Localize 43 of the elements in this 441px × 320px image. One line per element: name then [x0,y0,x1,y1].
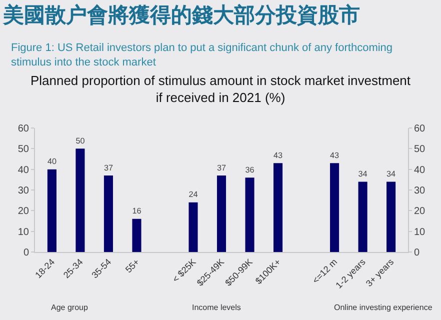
chart-subtitle: Figure 1: US Retail investors plan to put a significant chunk of any forthcoming stimulus into the stock market [11,42,393,68]
y2-tick-label: 40 [414,164,426,176]
text: 美國散户會將獲得的錢大部分投資股市 [2,2,360,27]
chart-title: Planned proportion of stimulus amount in stock market investment if received in 2021 (%) [30,73,411,105]
text: Online investing experience [334,303,433,312]
text: Age group [51,303,88,312]
data-label: 34 [358,170,368,179]
y-tick-label: 50 [18,144,30,156]
data-label: 24 [188,190,198,200]
y2-tick-label: 10 [414,226,426,238]
y-tick-label: 40 [18,164,30,176]
data-label: 40 [47,157,57,166]
y2-tick-label: 20 [414,206,426,218]
y2-tick-label: 30 [414,186,426,196]
bar [216,176,226,252]
y-tick-label: 60 [18,124,30,134]
data-label: 36 [245,165,255,174]
bar [386,182,396,252]
y2-tick-label: 0 [414,248,420,258]
bar [47,169,56,252]
y-tick-label: 0 [23,248,30,258]
bar [188,202,198,252]
data-label: 43 [330,150,340,160]
bar [358,182,368,252]
bar [273,163,283,252]
data-label: 16 [132,206,142,216]
y-tick-label: 30 [18,186,30,196]
bar [104,176,113,252]
y-tick-label: 20 [18,206,30,218]
text: Income levels [192,303,241,312]
x-tick-label: 55+ [123,256,142,275]
data-label: 37 [104,163,114,172]
bar [245,178,254,252]
data-label: 34 [386,170,396,179]
bar [330,163,340,252]
data-label: 50 [76,136,86,146]
bar [132,218,142,252]
data-label: 37 [216,163,226,172]
bar [76,148,85,252]
data-label: 43 [274,150,284,160]
y2-tick-label: 60 [414,124,426,134]
y2-tick-label: 50 [414,144,426,156]
y-tick-label: 10 [18,226,30,238]
